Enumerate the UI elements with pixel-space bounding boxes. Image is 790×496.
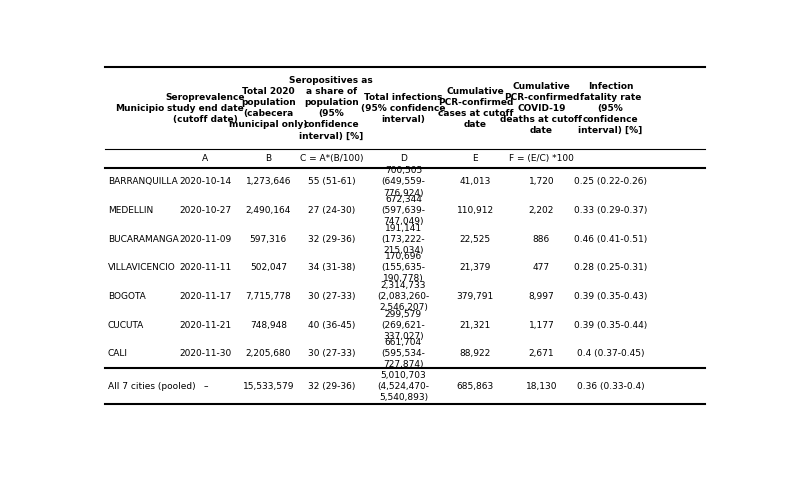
- Text: 40 (36-45): 40 (36-45): [307, 320, 355, 330]
- Text: 299,579
(269,621-
337,027): 299,579 (269,621- 337,027): [382, 310, 425, 341]
- Text: BARRANQUILLA: BARRANQUILLA: [108, 178, 178, 186]
- Text: Cumulative
PCR-confirmed
COVID-19
deaths at cutoff
date: Cumulative PCR-confirmed COVID-19 deaths…: [500, 81, 582, 135]
- Text: 2,490,164: 2,490,164: [246, 206, 291, 215]
- Text: 2,314,733
(2,083,260-
2,546,207): 2,314,733 (2,083,260- 2,546,207): [378, 281, 430, 312]
- Text: 0.28 (0.25-0.31): 0.28 (0.25-0.31): [574, 263, 647, 272]
- Text: Total 2020
population
(cabecera
municipal only): Total 2020 population (cabecera municipa…: [229, 87, 307, 129]
- Text: 0.4 (0.37-0.45): 0.4 (0.37-0.45): [577, 349, 644, 358]
- Text: BOGOTA: BOGOTA: [108, 292, 145, 301]
- Text: VILLAVICENCIO: VILLAVICENCIO: [108, 263, 175, 272]
- Text: 2020-10-27: 2020-10-27: [179, 206, 231, 215]
- Text: 2020-11-09: 2020-11-09: [179, 235, 231, 244]
- Text: A: A: [202, 154, 209, 163]
- Text: 5,010,703
(4,524,470-
5,540,893): 5,010,703 (4,524,470- 5,540,893): [378, 371, 430, 402]
- Text: 32 (29-36): 32 (29-36): [307, 382, 355, 391]
- Text: MEDELLIN: MEDELLIN: [108, 206, 153, 215]
- Text: 8,997: 8,997: [529, 292, 555, 301]
- Text: D: D: [400, 154, 407, 163]
- Text: 88,922: 88,922: [460, 349, 491, 358]
- Text: E: E: [472, 154, 478, 163]
- Text: 700,505
(649,559-
776,924): 700,505 (649,559- 776,924): [382, 166, 425, 197]
- Text: Total infections
(95% confidence
interval): Total infections (95% confidence interva…: [361, 93, 446, 124]
- Text: 477: 477: [532, 263, 550, 272]
- Text: 0.33 (0.29-0.37): 0.33 (0.29-0.37): [574, 206, 647, 215]
- Text: 1,720: 1,720: [529, 178, 555, 186]
- Text: 18,130: 18,130: [525, 382, 557, 391]
- Text: 379,791: 379,791: [457, 292, 494, 301]
- Text: 0.25 (0.22-0.26): 0.25 (0.22-0.26): [574, 178, 647, 186]
- Text: F = (E/C) *100: F = (E/C) *100: [509, 154, 574, 163]
- Text: 0.39 (0.35-0.44): 0.39 (0.35-0.44): [574, 320, 647, 330]
- Text: 2020-10-14: 2020-10-14: [179, 178, 231, 186]
- Text: CUCUTA: CUCUTA: [108, 320, 145, 330]
- Text: 2020-11-17: 2020-11-17: [179, 292, 231, 301]
- Text: Seropositives as
a share of
population
(95%
confidence
interval) [%]: Seropositives as a share of population (…: [289, 76, 373, 140]
- Text: 191,141
(173,222-
215,034): 191,141 (173,222- 215,034): [382, 224, 425, 255]
- Text: 170,696
(155,635-
190,778): 170,696 (155,635- 190,778): [382, 252, 425, 283]
- Text: 27 (24-30): 27 (24-30): [308, 206, 355, 215]
- Text: 15,533,579: 15,533,579: [243, 382, 294, 391]
- Text: 1,177: 1,177: [529, 320, 555, 330]
- Text: 672,344
(597,639-
747,049): 672,344 (597,639- 747,049): [382, 195, 425, 226]
- Text: 2,202: 2,202: [529, 206, 554, 215]
- Text: 2020-11-30: 2020-11-30: [179, 349, 231, 358]
- Text: 55 (51-61): 55 (51-61): [307, 178, 356, 186]
- Text: 110,912: 110,912: [457, 206, 494, 215]
- Text: 7,715,778: 7,715,778: [246, 292, 292, 301]
- Text: 0.39 (0.35-0.43): 0.39 (0.35-0.43): [574, 292, 647, 301]
- Text: 661,704
(595,534-
727,874): 661,704 (595,534- 727,874): [382, 338, 425, 370]
- Text: BUCARAMANGA: BUCARAMANGA: [108, 235, 179, 244]
- Text: 685,863: 685,863: [457, 382, 494, 391]
- Text: Municipio: Municipio: [115, 104, 164, 113]
- Text: 2,671: 2,671: [529, 349, 555, 358]
- Text: 2020-11-11: 2020-11-11: [179, 263, 231, 272]
- Text: 21,379: 21,379: [460, 263, 491, 272]
- Text: 22,525: 22,525: [460, 235, 491, 244]
- Text: –: –: [203, 382, 208, 391]
- Text: 30 (27-33): 30 (27-33): [307, 349, 356, 358]
- Text: Cumulative
PCR-confirmed
cases at cutoff
date: Cumulative PCR-confirmed cases at cutoff…: [438, 87, 514, 129]
- Text: 597,316: 597,316: [250, 235, 287, 244]
- Text: C = A*(B/100): C = A*(B/100): [299, 154, 363, 163]
- Text: 2,205,680: 2,205,680: [246, 349, 292, 358]
- Text: 0.36 (0.33-0.4): 0.36 (0.33-0.4): [577, 382, 644, 391]
- Text: All 7 cities (pooled): All 7 cities (pooled): [108, 382, 196, 391]
- Text: 30 (27-33): 30 (27-33): [307, 292, 356, 301]
- Text: 32 (29-36): 32 (29-36): [307, 235, 355, 244]
- Text: 41,013: 41,013: [460, 178, 491, 186]
- Text: 0.46 (0.41-0.51): 0.46 (0.41-0.51): [574, 235, 647, 244]
- Text: 502,047: 502,047: [250, 263, 287, 272]
- Text: B: B: [265, 154, 272, 163]
- Text: Infection
fatality rate
(95%
confidence
interval) [%]: Infection fatality rate (95% confidence …: [578, 81, 642, 135]
- Text: 2020-11-21: 2020-11-21: [179, 320, 231, 330]
- Text: 34 (31-38): 34 (31-38): [307, 263, 356, 272]
- Text: 21,321: 21,321: [460, 320, 491, 330]
- Text: 1,273,646: 1,273,646: [246, 178, 292, 186]
- Text: Seroprevalence
study end date
(cutoff date): Seroprevalence study end date (cutoff da…: [166, 93, 245, 124]
- Text: 748,948: 748,948: [250, 320, 287, 330]
- Text: 886: 886: [532, 235, 550, 244]
- Text: CALI: CALI: [108, 349, 128, 358]
